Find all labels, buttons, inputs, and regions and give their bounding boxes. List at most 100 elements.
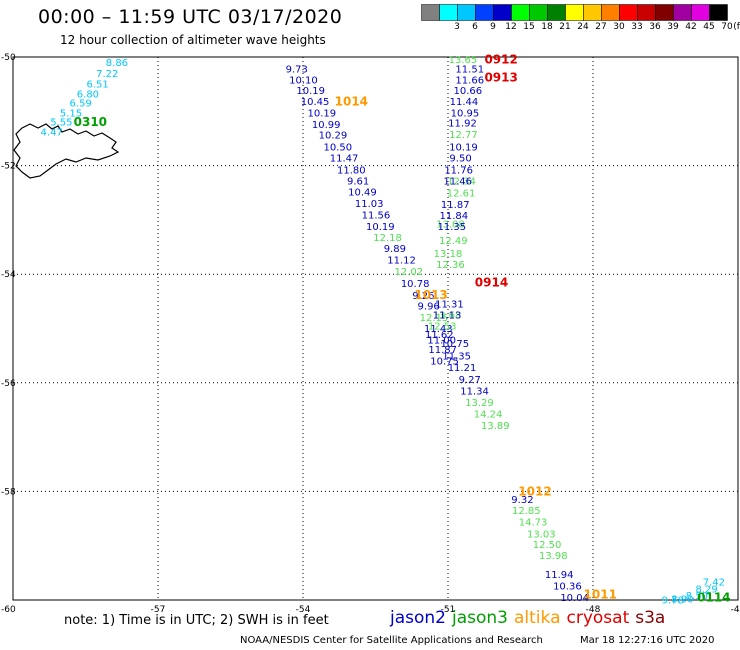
swh-value: 10.99 <box>312 120 341 131</box>
swh-value: 11.13 <box>433 310 462 321</box>
swh-value: 4.47 <box>41 127 63 138</box>
pass-label: 0310 <box>74 115 107 129</box>
scale-label: 9 <box>490 22 496 32</box>
y-tick-label: -50 <box>1 53 16 63</box>
satellite-name: cryosat <box>566 608 630 628</box>
scale-label: 24 <box>577 22 589 32</box>
swh-value: 12.34 <box>447 176 476 187</box>
swh-value: 10.19 <box>366 222 395 233</box>
swh-value: 13.98 <box>539 551 568 562</box>
x-tick-label: -51 <box>441 605 456 615</box>
swh-value: 10.36 <box>553 581 582 592</box>
swh-value: 10.19 <box>308 108 337 119</box>
swh-value: 11.03 <box>355 199 384 210</box>
swh-value: 11.76 <box>444 165 473 176</box>
swh-value: 11.62 <box>425 330 454 341</box>
pass-label: 0912 <box>484 53 517 67</box>
swh-value: 14.24 <box>474 409 503 420</box>
swh-value: 11.47 <box>330 153 359 164</box>
scale-label: 30 <box>613 22 625 32</box>
swh-value: 8.29 <box>695 585 717 596</box>
swh-value: 12.18 <box>373 233 402 244</box>
satellite-name: altika <box>514 608 561 628</box>
x-tick-label: -45 <box>731 605 740 615</box>
scale-label: 36 <box>649 22 661 32</box>
swh-value: 11.94 <box>545 570 574 581</box>
swh-value: 11.51 <box>455 64 484 75</box>
y-tick-label: -54 <box>1 270 16 280</box>
swh-value: 10.49 <box>348 188 377 199</box>
color-scale-legend <box>421 4 728 21</box>
swh-value: 7.22 <box>96 69 118 80</box>
swh-value: 11.84 <box>439 211 468 222</box>
swh-value: 11.21 <box>448 363 477 374</box>
swh-value: 8.86 <box>106 58 128 69</box>
swh-value: 6.51 <box>86 80 108 91</box>
pass-label: 0914 <box>475 275 508 289</box>
satellite-name: s3a <box>635 608 666 628</box>
scale-unit: (ft) <box>733 22 740 32</box>
swh-value: 6.59 <box>70 99 92 110</box>
scale-label: 15 <box>523 22 535 32</box>
footer-note: note: 1) Time is in UTC; 2) SWH is in fe… <box>64 613 329 628</box>
generation-timestamp: Mar 18 12:27:16 UTC 2020 <box>580 635 715 646</box>
x-tick-label: -57 <box>151 605 166 615</box>
swh-value: 11.46 <box>443 176 472 187</box>
scale-label: 39 <box>667 22 679 32</box>
swh-value: 9.26 <box>412 291 434 302</box>
swh-value: 11.56 <box>362 211 391 222</box>
swh-value: 13.29 <box>465 398 494 409</box>
x-tick-label: -54 <box>296 605 311 615</box>
swh-value: 12.50 <box>533 540 562 551</box>
chart-subtitle: 12 hour collection of altimeter wave hei… <box>60 33 326 47</box>
swh-value: 11.87 <box>441 200 470 211</box>
swh-value: 13.18 <box>434 249 463 260</box>
swh-value: 11.66 <box>455 75 484 86</box>
swh-value: 11.00 <box>427 335 456 346</box>
scale-label: 6 <box>472 22 478 32</box>
swh-value: 13.89 <box>481 421 510 432</box>
swh-value: 12.36 <box>436 260 465 271</box>
swh-value: 13.65 <box>449 55 478 66</box>
swh-value: 10.10 <box>289 75 318 86</box>
swh-value: 6.80 <box>77 89 99 100</box>
scale-label: 70 <box>721 22 733 32</box>
scale-swatch <box>709 4 728 21</box>
scale-label: 12 <box>505 22 517 32</box>
scale-label: 42 <box>685 22 697 32</box>
swh-value: 10.66 <box>453 86 482 97</box>
swh-value: 12.53 <box>428 321 457 332</box>
swh-value: 10.29 <box>319 131 348 142</box>
swh-value: 9.61 <box>347 176 369 187</box>
swh-value: 10.75 <box>440 339 469 350</box>
origin-tick-label: -60 <box>1 605 16 615</box>
pass-label: 1013 <box>414 288 447 302</box>
swh-value: 13.68 <box>433 310 462 321</box>
swh-value: 13.08 <box>436 220 465 231</box>
plot-frame <box>12 56 739 601</box>
swh-value: 9.50 <box>449 153 471 164</box>
swh-value: 9.32 <box>511 495 533 506</box>
swh-value: 9.73 <box>286 64 308 75</box>
swh-value: 10.75 <box>430 357 459 368</box>
y-tick-label: -58 <box>1 487 16 497</box>
swh-value: 5.55 <box>50 118 72 129</box>
swh-value: 12.49 <box>439 236 468 247</box>
swh-value: 11.34 <box>460 386 489 397</box>
pass-label: 0913 <box>484 71 517 85</box>
satellite-legend: jason2 jason3 altika cryosat s3a <box>390 608 671 628</box>
pass-label: 1012 <box>518 484 551 498</box>
swh-value: 9.27 <box>459 375 481 386</box>
swh-value: 11.35 <box>438 222 467 233</box>
swh-value: 10.50 <box>323 143 352 154</box>
swh-value: 12.61 <box>447 188 476 199</box>
swh-value: 11.12 <box>387 256 416 267</box>
swh-value: 14.73 <box>519 517 548 528</box>
swh-value: 12.02 <box>395 267 424 278</box>
swh-value: 12.85 <box>512 506 541 517</box>
swh-value: 12.77 <box>449 130 478 141</box>
swh-value: 10.78 <box>401 279 430 290</box>
pass-label: 1014 <box>335 95 368 109</box>
